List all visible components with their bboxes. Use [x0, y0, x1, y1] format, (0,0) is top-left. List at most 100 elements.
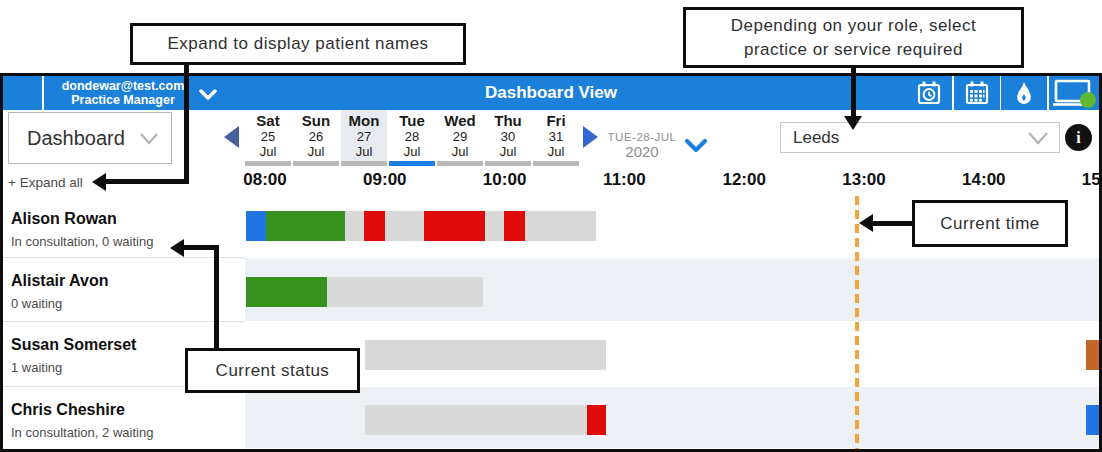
date-picker-chevron-icon[interactable] [684, 138, 708, 158]
selected-date-year: 2020 [602, 143, 682, 160]
day-underline [389, 161, 435, 166]
account-role: Practice Manager [50, 93, 196, 107]
day-tab-fri[interactable]: Fri31Jul [533, 110, 579, 166]
callout-current-time: Current time [912, 200, 1068, 247]
day-name: Wed [437, 112, 483, 129]
practitioner-row: Susan Somerset1 waiting [3, 322, 1099, 386]
monitor-online-icon[interactable] [1049, 76, 1101, 110]
calendar-icon[interactable] [954, 76, 1000, 110]
view-select-dropdown[interactable]: Dashboard [8, 112, 172, 164]
appointment-segment-gray[interactable] [365, 405, 587, 435]
callout-select-practice: Depending on your role, select practice … [683, 7, 1024, 68]
day-underline [485, 161, 531, 166]
appointment-segment-green[interactable] [246, 277, 327, 307]
status-text: In consultation, 2 waiting [11, 425, 245, 440]
selected-date: TUE-28-JUL 2020 [602, 131, 682, 160]
practitioner-cell[interactable]: Alistair Avon0 waiting [3, 258, 245, 321]
appointment-segment-blue[interactable] [1086, 405, 1099, 435]
row-divider [3, 257, 245, 258]
day-name: Mon [341, 112, 387, 129]
day-tab-sat[interactable]: Sat25Jul [245, 110, 291, 166]
appointment-segment-green[interactable] [266, 211, 345, 241]
annotation-arrowhead [170, 239, 184, 257]
appointment-segment-red[interactable] [424, 211, 485, 241]
appointment-clock-icon[interactable] [906, 76, 952, 110]
annotation-line [184, 64, 189, 184]
header-divider [42, 76, 44, 110]
appointment-segment-brown[interactable] [1086, 340, 1099, 370]
row-divider [3, 321, 245, 322]
appointment-segment-red[interactable] [587, 405, 606, 435]
day-tab-tue[interactable]: Tue28Jul [389, 110, 435, 166]
day-underline [293, 161, 339, 166]
selected-date-text: TUE-28-JUL [602, 131, 682, 143]
day-month: Jul [245, 144, 291, 159]
appointment-segment-gray[interactable] [327, 277, 483, 307]
practitioner-row: Alistair Avon0 waiting [3, 258, 1099, 321]
day-tab-sun[interactable]: Sun26Jul [293, 110, 339, 166]
day-underline [437, 161, 483, 166]
day-name: Thu [485, 112, 531, 129]
day-tab-thu[interactable]: Thu30Jul [485, 110, 531, 166]
day-tab-mon[interactable]: Mon27Jul [341, 110, 387, 166]
practice-select-dropdown[interactable]: Leeds [780, 122, 1060, 153]
appointment-segment-gray[interactable] [345, 211, 364, 241]
appointment-segment-gray[interactable] [485, 211, 504, 241]
view-select-value: Dashboard [9, 127, 139, 150]
day-number: 29 [437, 129, 483, 144]
callout-text: Depending on your role, select practice … [731, 14, 977, 62]
time-label: 15:00 [1082, 170, 1102, 190]
status-text: 0 waiting [11, 296, 245, 311]
day-month: Jul [533, 144, 579, 159]
practitioner-cell[interactable]: Chris Cheshire In consultation, 2 waiting [3, 387, 245, 448]
day-name: Tue [389, 112, 435, 129]
time-label: 09:00 [363, 170, 406, 190]
chevron-down-icon [1027, 131, 1049, 145]
day-month: Jul [341, 144, 387, 159]
appointment-segment-red[interactable] [364, 211, 385, 241]
day-number: 31 [533, 129, 579, 144]
day-number: 30 [485, 129, 531, 144]
day-tab-wed[interactable]: Wed29Jul [437, 110, 483, 166]
day-month: Jul [437, 144, 483, 159]
practitioner-row: Chris Cheshire In consultation, 2 waiting [3, 387, 1099, 448]
day-name: Sat [245, 112, 291, 129]
day-month: Jul [389, 144, 435, 159]
flame-icon[interactable] [1001, 76, 1047, 110]
day-month: Jul [485, 144, 531, 159]
practitioner-name: Chris Cheshire [11, 400, 245, 419]
annotation-line [104, 179, 188, 184]
previous-week-arrow-icon[interactable] [224, 126, 239, 148]
practitioner-name: Alison Rowan [11, 209, 245, 228]
callout-expand-patient-names: Expand to display patient names [130, 23, 466, 65]
appointment-segment-blue[interactable] [246, 211, 266, 241]
day-number: 27 [341, 129, 387, 144]
callout-text: Current status [216, 359, 330, 383]
appointment-segment-gray[interactable] [525, 211, 596, 241]
annotation-arrowhead [859, 214, 873, 232]
practice-select-value: Leeds [781, 128, 1027, 148]
date-strip-days: Sat25JulSun26JulMon27JulTue28JulWed29Jul… [245, 110, 579, 166]
appointment-segment-gray[interactable] [365, 340, 606, 370]
account-chevron-down-icon[interactable] [199, 87, 217, 105]
callout-text: Current time [940, 212, 1040, 236]
expand-all-button[interactable]: + Expand all [8, 175, 83, 190]
time-label: 12:00 [722, 170, 765, 190]
day-underline [245, 161, 291, 166]
time-label: 10:00 [483, 170, 526, 190]
info-icon[interactable]: i [1065, 124, 1092, 151]
account-email: dondewar@test.com [50, 79, 196, 93]
day-month: Jul [293, 144, 339, 159]
row-timeline [245, 258, 1099, 321]
callout-text: Expand to display patient names [167, 32, 428, 56]
day-underline [341, 161, 387, 166]
appointment-segment-red[interactable] [504, 211, 525, 241]
day-number: 25 [245, 129, 291, 144]
chevron-down-icon [139, 132, 159, 145]
appointment-segment-gray[interactable] [385, 211, 424, 241]
next-week-arrow-icon[interactable] [583, 126, 598, 148]
annotation-line [214, 245, 219, 348]
annotation-line [184, 245, 219, 250]
day-number: 28 [389, 129, 435, 144]
header-icon-group [906, 76, 1101, 110]
